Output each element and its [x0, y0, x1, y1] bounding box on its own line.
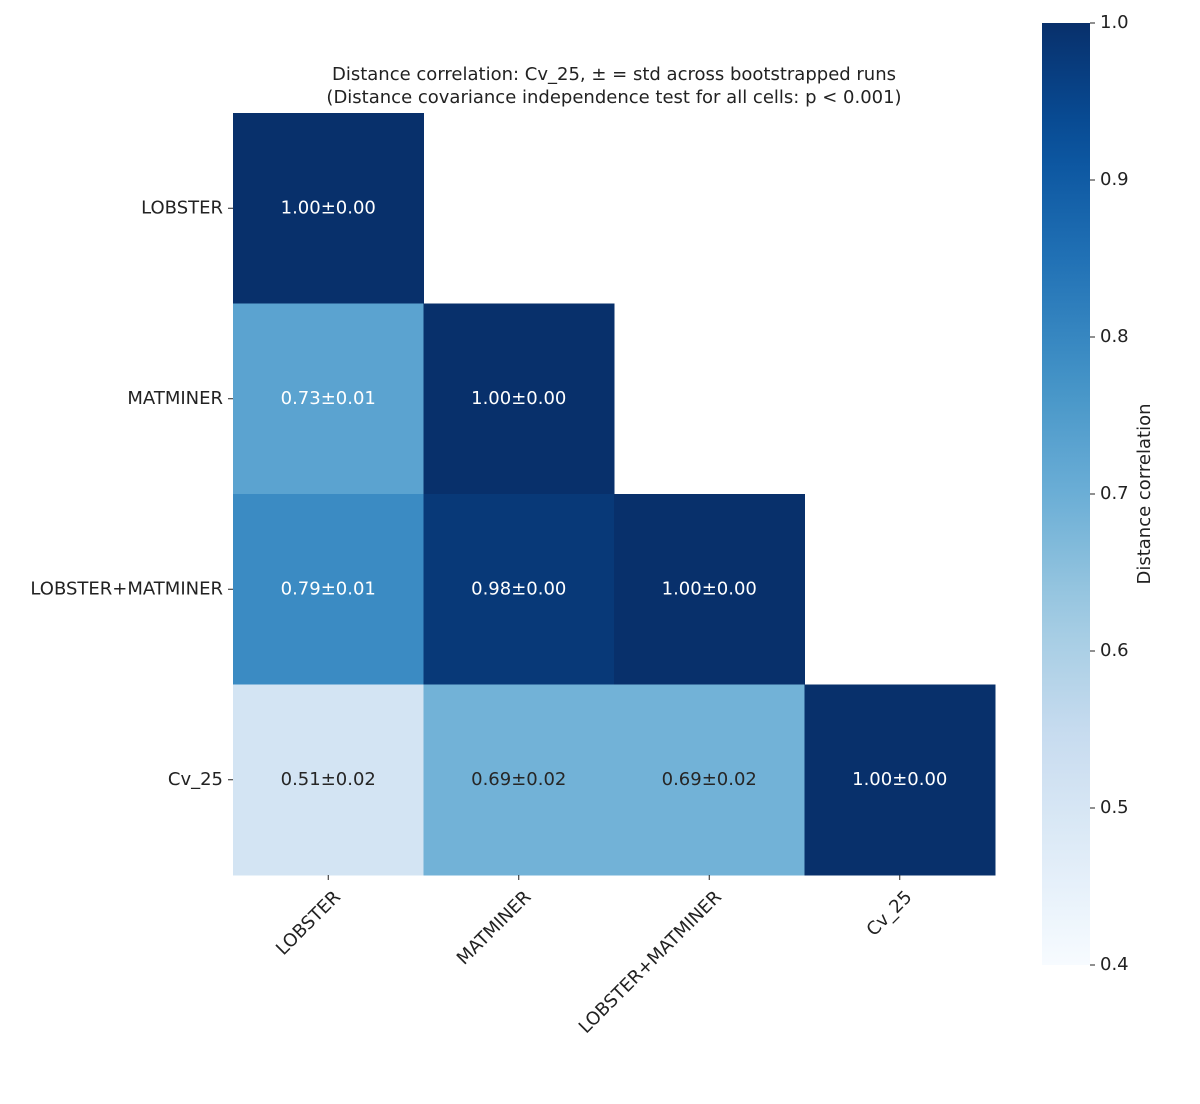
- heatmap-cell: [423, 684, 615, 876]
- chart-subtitle: (Distance covariance independence test f…: [326, 87, 901, 108]
- chart-title: Distance correlation: Cv_25, ± = std acr…: [332, 64, 896, 85]
- colorbar-tick-label: 0.9: [1100, 169, 1129, 190]
- cell-label: 1.00±0.00: [281, 197, 376, 218]
- colorbar-tick-label: 1.0: [1100, 12, 1129, 33]
- heatmap-cell: [423, 303, 615, 495]
- y-tick-label: Cv_25: [168, 769, 223, 790]
- heatmap-cell: [614, 494, 805, 685]
- y-tick-label: LOBSTER: [141, 197, 223, 218]
- x-tick-label: LOBSTER: [272, 887, 345, 960]
- cell-label: 0.69±0.02: [471, 769, 566, 790]
- heatmap-cell: [233, 684, 424, 876]
- colorbar-tick-label: 0.7: [1100, 483, 1129, 504]
- cell-label: 1.00±0.00: [471, 388, 566, 409]
- colorbar-tick-label: 0.5: [1100, 797, 1129, 818]
- cell-label: 0.69±0.02: [662, 769, 757, 790]
- heatmap-cell: [423, 494, 615, 685]
- heatmap-cell: [233, 303, 424, 495]
- colorbar-tick-label: 0.4: [1100, 954, 1129, 975]
- x-tick-label: MATMINER: [453, 887, 535, 969]
- cell-label: 0.79±0.01: [281, 578, 376, 599]
- y-tick-label: LOBSTER+MATMINER: [30, 578, 223, 599]
- y-tick-label: MATMINER: [127, 388, 223, 409]
- cell-label: 0.98±0.00: [471, 578, 566, 599]
- colorbar: [1042, 23, 1090, 965]
- colorbar-tick-label: 0.6: [1100, 640, 1129, 661]
- heatmap-cell: [233, 494, 424, 685]
- cell-label: 1.00±0.00: [852, 769, 947, 790]
- heatmap-cell: [614, 684, 805, 876]
- x-tick-label: LOBSTER+MATMINER: [575, 887, 726, 1038]
- colorbar-label: Distance correlation: [1134, 403, 1155, 584]
- cell-label: 0.73±0.01: [281, 388, 376, 409]
- heatmap-cell: [804, 684, 996, 876]
- colorbar-tick-label: 0.8: [1100, 326, 1129, 347]
- heatmap-cell: [233, 113, 424, 304]
- x-tick-label: Cv_25: [863, 887, 917, 941]
- cell-label: 1.00±0.00: [662, 578, 757, 599]
- cell-label: 0.51±0.02: [281, 769, 376, 790]
